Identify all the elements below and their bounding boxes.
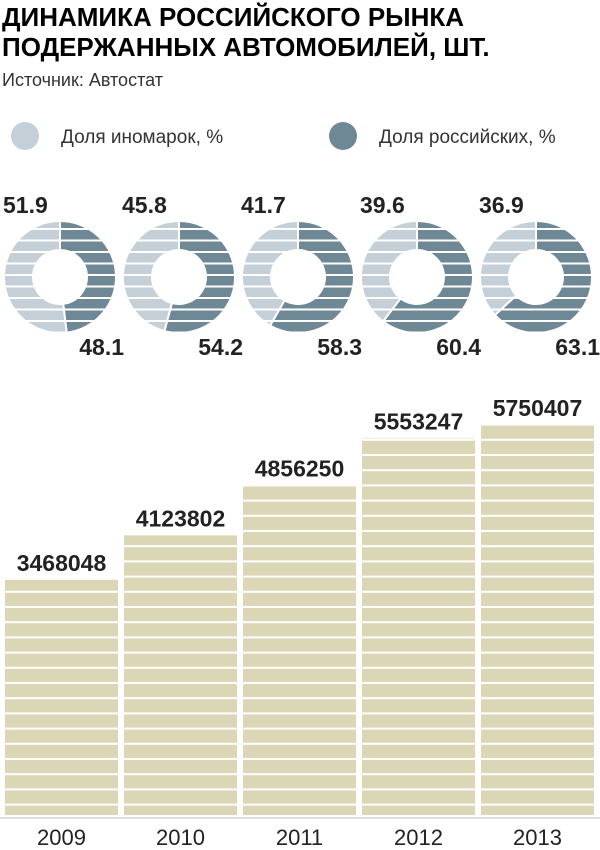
bar-value-label: 5750407 bbox=[493, 395, 583, 421]
donut-slice bbox=[381, 219, 474, 334]
legend-label: Доля российских, % bbox=[379, 127, 556, 148]
bar bbox=[362, 438, 475, 815]
legend-swatch bbox=[329, 122, 357, 150]
bar bbox=[481, 425, 594, 815]
chart-title: ДИНАМИКА РОССИЙСКОГО РЫНКА ПОДЕРЖАННЫХ АВ… bbox=[2, 2, 490, 62]
x-tick-label: 2010 bbox=[156, 825, 205, 850]
chart-subtitle: Источник: Автостат bbox=[2, 70, 163, 90]
donut-slice bbox=[360, 219, 418, 323]
bar-value-label: 4123802 bbox=[136, 505, 226, 531]
donut-slice bbox=[479, 219, 537, 317]
donut-label: 58.3 bbox=[317, 334, 362, 360]
legend-label: Доля иномарок, % bbox=[61, 127, 223, 148]
donut-label: 45.8 bbox=[122, 192, 167, 218]
donut-slice bbox=[163, 219, 236, 334]
bar bbox=[124, 535, 237, 815]
x-tick-label: 2012 bbox=[394, 825, 443, 850]
donut-label: 54.2 bbox=[198, 334, 243, 360]
donut-slice bbox=[493, 219, 593, 334]
bar-value-label: 4856250 bbox=[255, 456, 345, 482]
donut-slice bbox=[59, 219, 117, 334]
donut-slice bbox=[3, 219, 68, 334]
bar-value-label: 3468048 bbox=[17, 550, 107, 576]
bar bbox=[243, 485, 356, 815]
donut-slice bbox=[268, 219, 355, 334]
donut-label: 60.4 bbox=[436, 334, 481, 360]
donut-label: 51.9 bbox=[3, 192, 48, 218]
x-tick-label: 2013 bbox=[513, 825, 562, 850]
donut-label: 48.1 bbox=[79, 334, 124, 360]
donut-label: 63.1 bbox=[555, 334, 600, 360]
donut-label: 39.6 bbox=[360, 192, 405, 218]
x-tick-label: 2011 bbox=[276, 825, 323, 850]
bar-value-label: 5553247 bbox=[374, 408, 464, 434]
x-tick-label: 2009 bbox=[37, 825, 86, 850]
donut-slice bbox=[241, 219, 299, 327]
donut-label: 41.7 bbox=[241, 192, 286, 218]
donut-slice bbox=[122, 219, 180, 333]
donut-label: 36.9 bbox=[479, 192, 524, 218]
bar bbox=[5, 579, 118, 815]
legend-swatch bbox=[11, 122, 39, 150]
